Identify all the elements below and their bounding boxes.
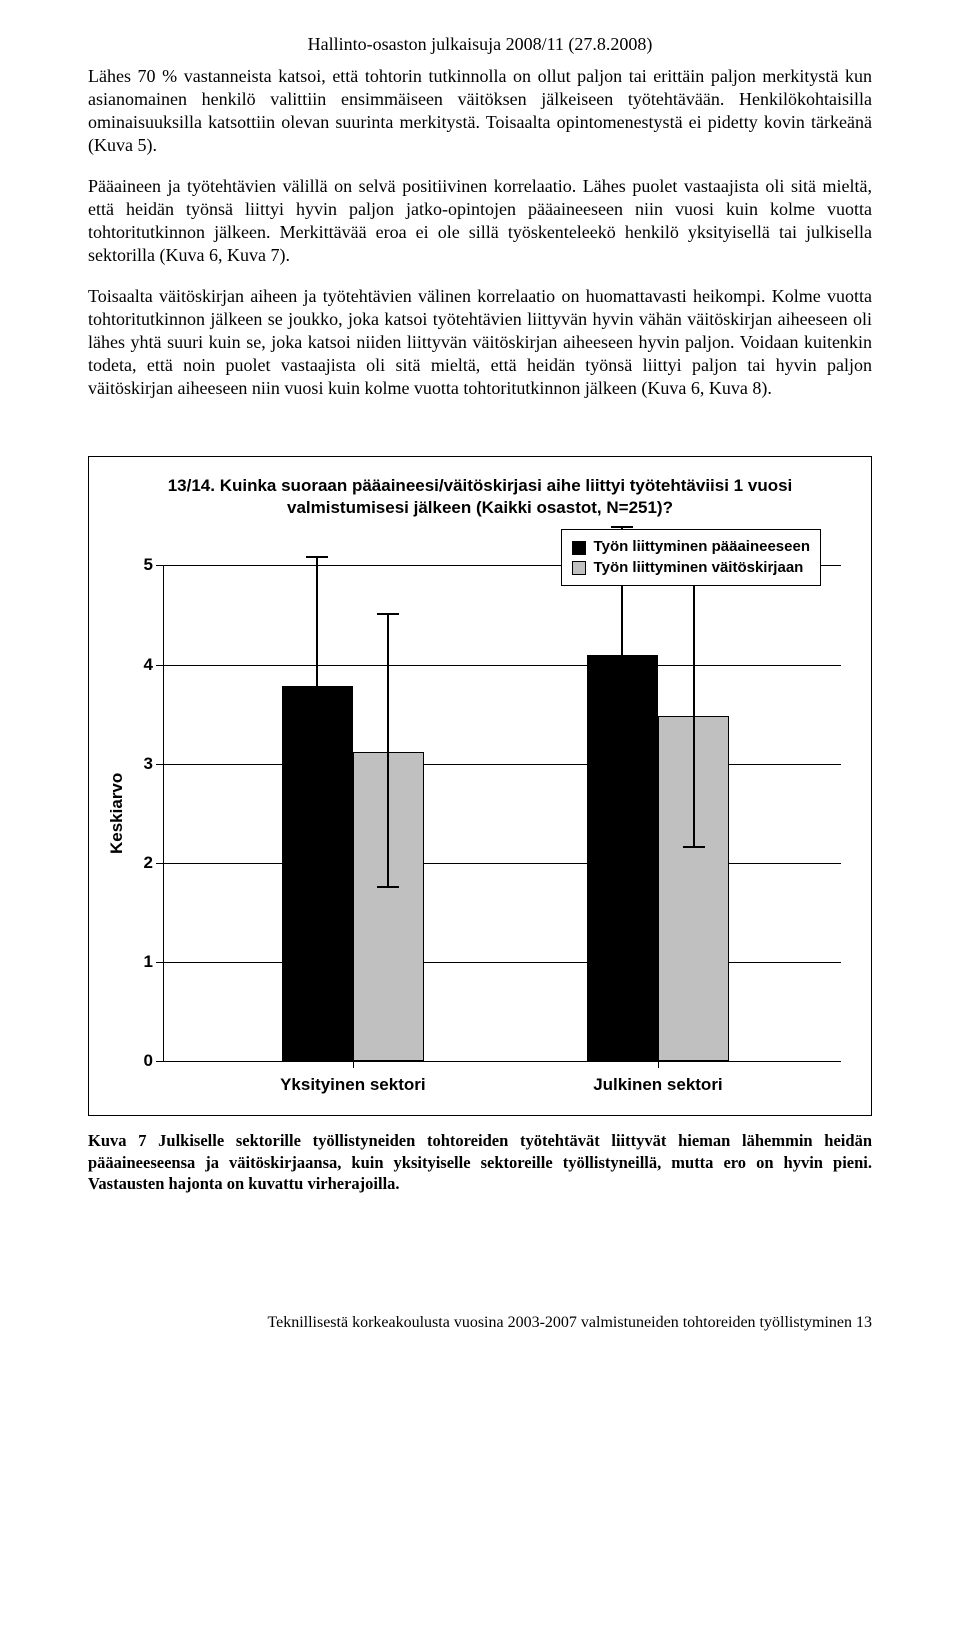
- chart-container: 13/14. Kuinka suoraan pääaineesi/väitösk…: [88, 456, 872, 1116]
- paragraph-2: Pääaineen ja työtehtävien välillä on sel…: [88, 175, 872, 267]
- page-footer: Teknillisestä korkeakoulusta vuosina 200…: [88, 1314, 872, 1332]
- legend-label: Työn liittyminen pääaineeseen: [594, 537, 810, 557]
- gridline: [163, 665, 841, 666]
- y-tick-label: 3: [144, 754, 153, 774]
- legend-label: Työn liittyminen väitöskirjaan: [594, 558, 804, 578]
- gridline: [163, 764, 841, 765]
- error-bar: [306, 556, 328, 814]
- y-tick-mark: [156, 863, 163, 864]
- y-tick-label: 4: [144, 655, 153, 675]
- y-tick-mark: [156, 764, 163, 765]
- gridline: [163, 962, 841, 963]
- chart-title: 13/14. Kuinka suoraan pääaineesi/väitösk…: [150, 475, 810, 518]
- y-tick-mark: [156, 565, 163, 566]
- legend-item: Työn liittyminen pääaineeseen: [572, 537, 810, 557]
- paragraph-1: Lähes 70 % vastanneista katsoi, että toh…: [88, 65, 872, 157]
- y-tick-mark: [156, 962, 163, 963]
- error-bar: [683, 580, 705, 848]
- figure-caption: Kuva 7 Julkiselle sektorille työllistyne…: [88, 1130, 872, 1193]
- x-tick-mark: [353, 1061, 354, 1068]
- error-bar: [377, 613, 399, 888]
- y-tick-mark: [156, 665, 163, 666]
- x-tick-label: Yksityinen sektori: [280, 1075, 426, 1095]
- y-tick-label: 2: [144, 853, 153, 873]
- legend-item: Työn liittyminen väitöskirjaan: [572, 558, 810, 578]
- x-tick-mark: [658, 1061, 659, 1068]
- page-header: Hallinto-osaston julkaisuja 2008/11 (27.…: [88, 34, 872, 55]
- y-tick-label: 5: [144, 555, 153, 575]
- y-axis-line: [163, 565, 164, 1061]
- y-tick-mark: [156, 1061, 163, 1062]
- y-axis-title: Keskiarvo: [107, 773, 127, 854]
- legend-swatch-icon: [572, 561, 586, 575]
- legend-swatch-icon: [572, 541, 586, 555]
- chart-legend: Työn liittyminen pääaineeseen Työn liitt…: [561, 529, 821, 586]
- y-tick-label: 1: [144, 952, 153, 972]
- paragraph-3: Toisaalta väitöskirjan aiheen ja työteht…: [88, 285, 872, 400]
- gridline: [163, 863, 841, 864]
- x-tick-label: Julkinen sektori: [593, 1075, 722, 1095]
- y-tick-label: 0: [144, 1051, 153, 1071]
- gridline: [163, 1061, 841, 1062]
- chart-plot-area: 012345Yksityinen sektoriJulkinen sektori: [163, 565, 841, 1061]
